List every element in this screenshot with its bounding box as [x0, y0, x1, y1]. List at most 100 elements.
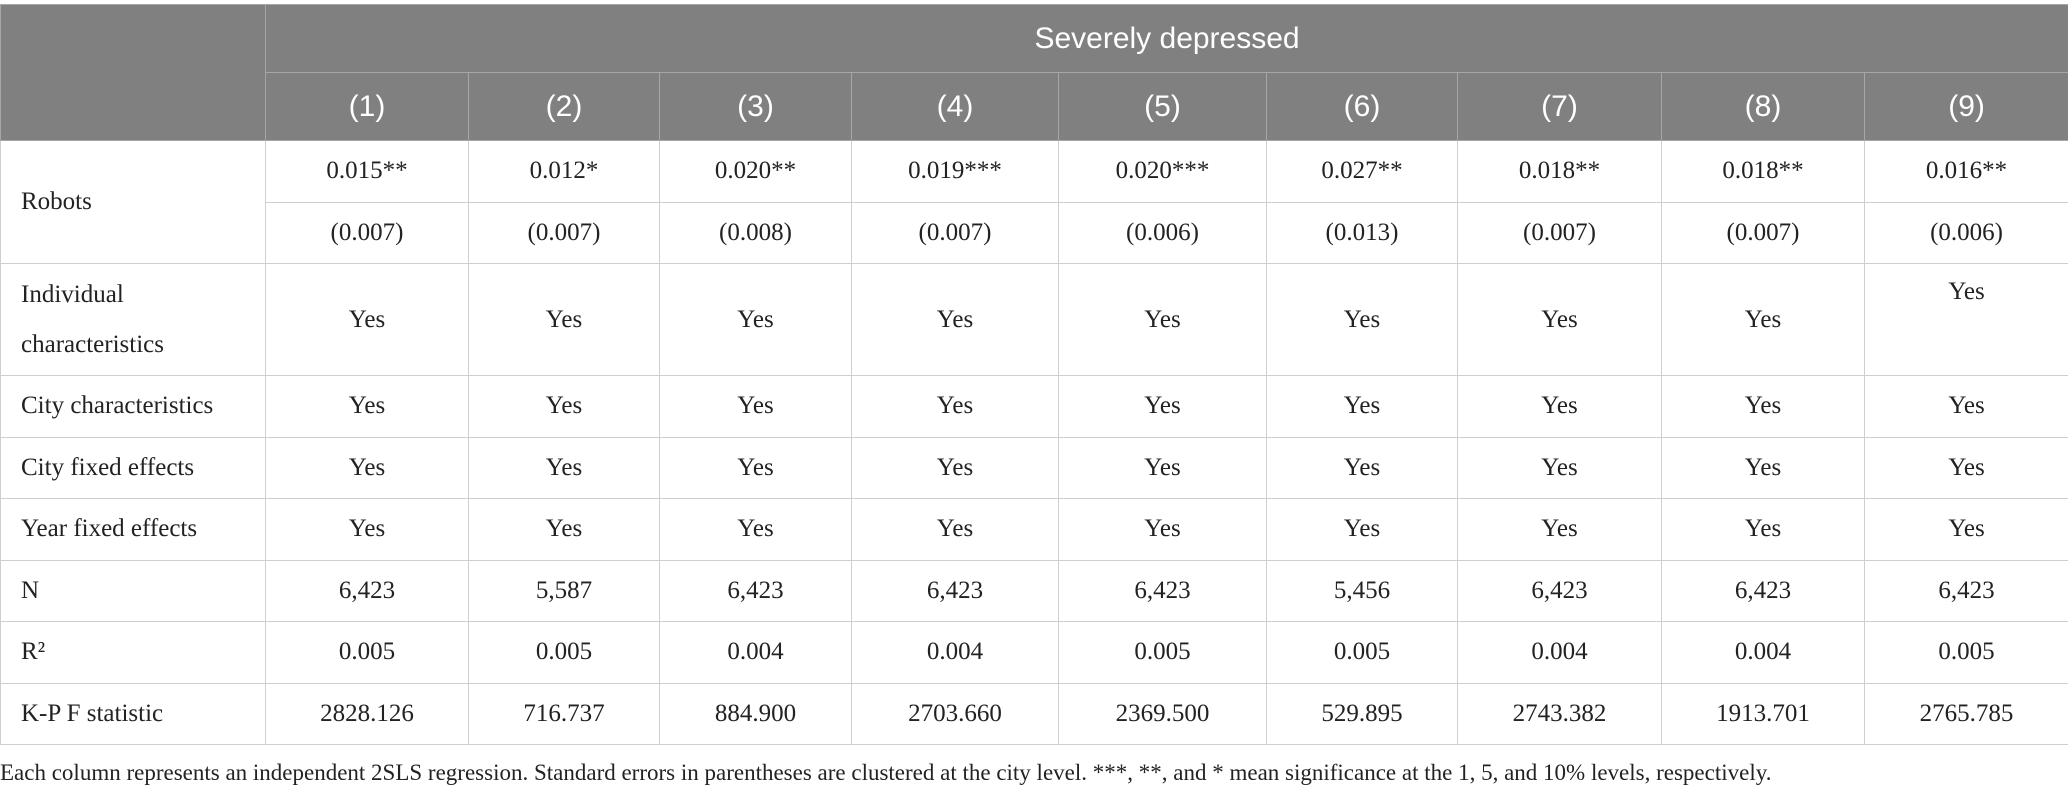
cell: Yes [1266, 263, 1458, 376]
cell: 6,423 [1863, 559, 2068, 622]
column-header: (8) [1661, 72, 1865, 141]
cell: Yes [1863, 498, 2068, 561]
cell: Yes [1863, 263, 2068, 376]
cell: Yes [265, 436, 469, 499]
row-label: R² [0, 621, 266, 684]
cell: Yes [1266, 498, 1458, 561]
cell: 0.005 [1266, 621, 1458, 684]
cell: 2369.500 [1058, 682, 1267, 745]
standard-error: (0.006) [1058, 201, 1267, 264]
standard-error: (0.007) [265, 201, 469, 264]
coefficient: 0.015** [265, 140, 469, 203]
standard-error: (0.013) [1266, 201, 1458, 264]
cell: Yes [1863, 436, 2068, 499]
cell: 0.004 [1457, 621, 1662, 684]
cell: 884.900 [659, 682, 852, 745]
cell: Yes [1661, 498, 1865, 561]
results-table: Severely depressed (1) (2) (3) (4) (5) (6) (7)(… [0, 4, 2068, 745]
row-label: City characteristics [0, 375, 266, 438]
cell: Yes [851, 436, 1059, 499]
standard-error: (0.006) [1863, 201, 2068, 264]
cell: 0.005 [1863, 621, 2068, 684]
cell: Yes [1058, 263, 1267, 376]
column-header: (9) [1863, 72, 2068, 141]
footnote: Each column represents an independent 2S… [0, 760, 1772, 785]
table-row: Year fixed effects Yes Yes Yes Yes Yes Yes Yes Y… [0, 498, 2068, 561]
cell: Yes [659, 498, 852, 561]
cell: 0.004 [851, 621, 1059, 684]
cell: Yes [265, 263, 469, 376]
cell: 529.895 [1266, 682, 1458, 745]
coefficient: 0.018** [1661, 140, 1865, 203]
cell: 6,423 [1457, 559, 1662, 622]
cell: Yes [1457, 263, 1662, 376]
cell: Yes [1058, 375, 1267, 438]
row-label: K-P F statistic [0, 682, 266, 745]
cell: Yes [659, 436, 852, 499]
coefficient: 0.012* [468, 140, 660, 203]
cell: 2743.382 [1457, 682, 1662, 745]
table-header: Severely depressed (1) (2) (3) (4) (5) (6) (7)(… [0, 4, 2068, 141]
se-row: (0.007) (0.007) (0.008) (0.007) (0.006) (0.01… [1, 201, 2068, 264]
cell: Yes [1058, 498, 1267, 561]
cell: Yes [851, 375, 1059, 438]
column-header: (2) [468, 72, 660, 141]
cell: 2765.785 [1863, 682, 2068, 745]
robots-row: Robots 0.015** 0.012* 0.020** 0.019*** 0.020*… [0, 140, 2068, 264]
cell: 2828.126 [265, 682, 469, 745]
cell: Yes [1266, 436, 1458, 499]
standard-error: (0.007) [468, 201, 660, 264]
cell: 0.004 [1661, 621, 1865, 684]
cell: 5,587 [468, 559, 660, 622]
standard-error: (0.008) [659, 201, 852, 264]
cell: Yes [265, 375, 469, 438]
coefficient: 0.018** [1457, 140, 1662, 203]
cell: Yes [1863, 375, 2068, 438]
cell: 6,423 [1661, 559, 1865, 622]
header-title: Severely depressed [264, 4, 2068, 73]
cell: Yes [1661, 436, 1865, 499]
cell: Yes [468, 436, 660, 499]
header-row: Severely depressed [0, 4, 2068, 141]
standard-error: (0.007) [1457, 201, 1662, 264]
cell: Yes [659, 375, 852, 438]
cell: 0.005 [1058, 621, 1267, 684]
row-label: N [0, 559, 266, 622]
cell: Yes [468, 263, 660, 376]
cell: Yes [1661, 263, 1865, 376]
table-row: City characteristics Yes Yes Yes Yes Yes Yes Ye… [0, 375, 2068, 438]
table-row: N 6,423 5,587 6,423 6,423 6,423 5,456 6,423 6,42… [0, 559, 2068, 622]
row-label: Year fixed effects [0, 498, 266, 561]
cell: Yes [851, 263, 1059, 376]
cell: 6,423 [1058, 559, 1267, 622]
cell: Yes [265, 498, 469, 561]
cell: 0.005 [265, 621, 469, 684]
table-row: R² 0.005 0.005 0.004 0.004 0.005 0.005 0.004 0.0… [0, 621, 2068, 684]
column-header: (5) [1058, 72, 1267, 141]
column-header: (7) [1457, 72, 1662, 141]
cell: Yes [1266, 375, 1458, 438]
standard-error: (0.007) [851, 201, 1059, 264]
standard-error: (0.007) [1661, 201, 1865, 264]
corner-cell [0, 4, 266, 141]
cell: Yes [659, 263, 852, 376]
cell: 6,423 [659, 559, 852, 622]
column-header: (1) [265, 72, 469, 141]
cell: 1913.701 [1661, 682, 1865, 745]
cell: 5,456 [1266, 559, 1458, 622]
cell: Yes [1457, 375, 1662, 438]
table-row: City fixed effects Yes Yes Yes Yes Yes Yes Yes Y… [0, 436, 2068, 499]
cell: Yes [1457, 498, 1662, 561]
cell: 716.737 [468, 682, 660, 745]
row-label: City fixed effects [0, 436, 266, 499]
coefficient: 0.027** [1266, 140, 1458, 203]
table-row: Individual characteristics Yes Yes Yes Yes Ye… [0, 263, 2068, 376]
cell: 6,423 [265, 559, 469, 622]
cell: 0.005 [468, 621, 660, 684]
coefficient: 0.020** [659, 140, 852, 203]
cell: Yes [1058, 436, 1267, 499]
cell: 6,423 [851, 559, 1059, 622]
cell: Yes [1661, 375, 1865, 438]
cell: 0.004 [659, 621, 852, 684]
cell: Yes [1457, 436, 1662, 499]
